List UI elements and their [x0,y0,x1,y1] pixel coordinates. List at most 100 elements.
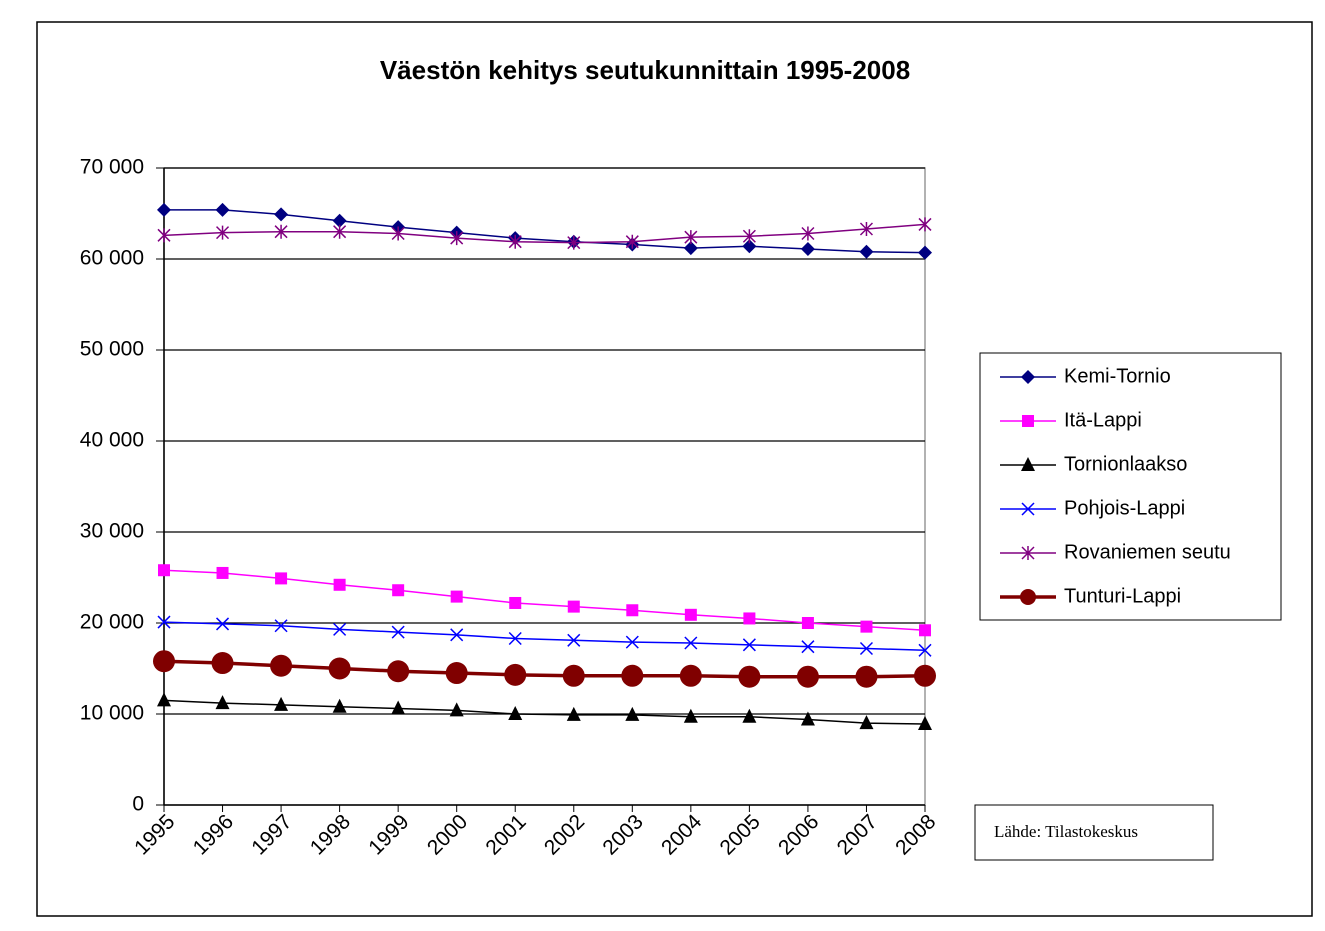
data-point [625,706,640,721]
data-point [855,665,878,688]
data-point [566,706,581,721]
series-line [163,223,926,244]
data-point [274,696,289,711]
data-point [211,652,234,675]
series-line [163,569,926,632]
data-point [333,578,346,591]
data-point [450,590,463,603]
data-point [801,617,814,629]
y-tick-label: 20 000 [80,611,144,634]
data-point [742,229,756,244]
legend-label: Pohjois-Lappi [1064,497,1185,519]
legend-marker [1022,415,1034,427]
data-point [391,226,405,241]
chart-title: Väestön kehitys seutukunnittain 1995-200… [380,55,910,85]
data-point [914,664,936,687]
series-line [163,621,926,652]
data-point [270,654,293,677]
data-point [328,657,351,680]
y-tick-label: 10 000 [80,702,144,725]
legend-marker [1020,589,1036,605]
data-point [743,612,756,625]
data-point [801,226,815,241]
source-box [974,804,1214,861]
data-point [157,202,171,217]
data-point [625,635,639,649]
data-point [684,608,697,621]
data-point [274,207,289,222]
data-point [567,633,581,647]
data-point [508,234,522,249]
data-point [626,604,639,617]
legend-label: Rovaniemen seutu [1064,541,1231,563]
data-point [800,711,815,726]
data-point [859,715,874,730]
data-point [918,643,932,657]
data-point [216,225,230,240]
data-point [158,564,170,577]
data-point [445,662,468,685]
data-point [742,239,757,254]
legend-label: Kemi-Tornio [1064,365,1171,387]
y-tick-label: 0 [132,793,144,816]
data-point [918,716,932,731]
data-point [157,692,171,707]
data-point [567,235,581,250]
data-point [449,702,464,717]
y-tick-label: 60 000 [80,247,144,270]
data-point [742,708,757,723]
data-point [450,231,464,246]
data-point [509,596,522,609]
data-point [391,700,406,715]
data-point [508,631,522,646]
data-point [215,695,230,710]
data-point [332,698,347,713]
series-line [163,699,926,725]
data-point [157,615,171,629]
data-point [859,221,873,236]
data-point [801,640,815,654]
legend-label: Itä-Lappi [1064,409,1142,431]
legend-marker [1021,502,1035,516]
data-point [274,619,288,633]
data-point [157,228,171,243]
legend-marker [1021,457,1035,471]
data-point [684,230,698,245]
legend-label: Tunturi-Lappi [1064,585,1181,607]
source-note: Lähde: Tilastokeskus [994,822,1138,841]
legend-marker [1021,370,1035,384]
data-point [918,217,932,232]
data-point [392,584,405,597]
data-point [504,663,527,686]
data-point [683,241,698,256]
y-tick-label: 30 000 [80,520,144,543]
data-point [796,665,819,688]
data-point [738,665,761,688]
data-point [387,660,410,683]
legend-marker [1021,546,1035,560]
data-point [562,664,585,687]
data-point [684,636,698,650]
data-point [333,224,347,239]
y-tick-label: 70 000 [80,156,144,179]
data-point [274,224,288,239]
legend-box [979,352,1282,621]
data-point [567,600,580,613]
data-point [216,617,230,631]
y-tick-label: 40 000 [80,429,144,452]
data-point [625,234,639,249]
data-point [216,566,229,579]
data-point [742,638,756,652]
data-point [215,202,230,217]
data-point [332,213,347,228]
data-point [450,628,464,642]
data-point [800,241,815,256]
data-point [919,624,931,637]
legend-label: Tornionlaakso [1064,453,1187,475]
data-point [918,245,932,260]
data-point [391,625,405,639]
series-line [164,209,926,254]
data-point [683,708,698,723]
data-point [859,244,874,259]
